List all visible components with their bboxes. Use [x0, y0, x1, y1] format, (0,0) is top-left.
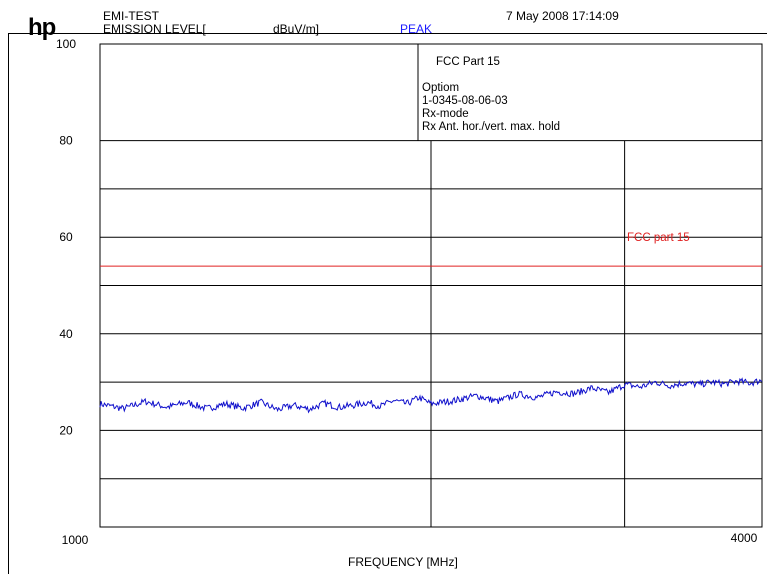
- y-tick-label: 80: [59, 134, 73, 148]
- limit-line-label: FCC part 15: [627, 232, 690, 244]
- info-company: Optiom: [422, 82, 460, 94]
- hp-logo: hp: [28, 14, 56, 41]
- y-tick-label: 60: [59, 230, 73, 244]
- x-tick-label: 4000: [731, 531, 758, 545]
- test-title: EMI-TEST: [103, 9, 159, 23]
- info-antenna: Rx Ant. hor./vert. max. hold: [422, 121, 561, 133]
- test-datetime: 7 May 2008 17:14:09: [506, 9, 619, 23]
- figure-frame: [8, 33, 767, 574]
- y-tick-label: 40: [59, 327, 73, 341]
- info-mode: Rx-mode: [422, 108, 469, 120]
- emission-trace: [99, 377, 763, 414]
- x-tick-label: 1000: [62, 533, 89, 547]
- y-tick-label: 20: [59, 423, 73, 437]
- detector-mode: PEAK: [400, 22, 433, 36]
- y-axis-quantity: EMISSION LEVEL[: [103, 22, 206, 36]
- info-test-number: 1-0345-08-06-03: [422, 95, 508, 107]
- info-standard: FCC Part 15: [436, 56, 500, 68]
- y-axis-unit: dBuV/m]: [273, 22, 320, 36]
- y-tick-label: 100: [56, 37, 76, 51]
- x-axis-title: FREQUENCY [MHz]: [348, 555, 458, 569]
